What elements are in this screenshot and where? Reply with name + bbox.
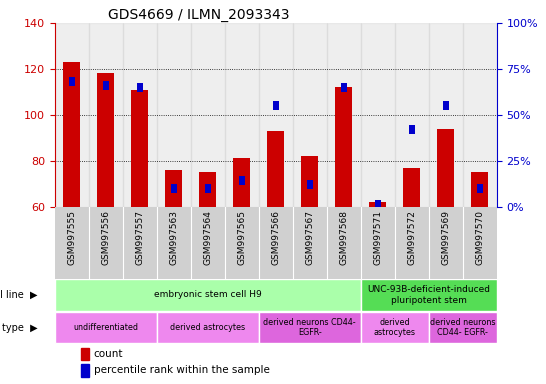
Bar	[157, 312, 259, 343]
Text: cell line  ▶: cell line ▶	[0, 290, 38, 300]
Bar	[301, 156, 318, 207]
Text: GSM997572: GSM997572	[407, 210, 416, 265]
Text: cell type  ▶: cell type ▶	[0, 323, 38, 333]
Bar	[272, 101, 279, 110]
Bar	[136, 83, 143, 92]
Text: percentile rank within the sample: percentile rank within the sample	[93, 366, 269, 376]
Bar	[191, 23, 225, 207]
Text: derived astrocytes: derived astrocytes	[170, 323, 245, 332]
Text: GSM997570: GSM997570	[476, 210, 484, 265]
Text: UNC-93B-deficient-induced
pluripotent stem: UNC-93B-deficient-induced pluripotent st…	[367, 285, 490, 305]
Text: derived neurons CD44-
EGFR-: derived neurons CD44- EGFR-	[263, 318, 356, 338]
Bar	[429, 312, 497, 343]
Bar	[361, 23, 395, 207]
Bar	[395, 23, 429, 207]
Text: count: count	[93, 349, 123, 359]
Bar	[123, 23, 157, 207]
Bar	[103, 81, 109, 90]
Text: GSM997568: GSM997568	[339, 210, 348, 265]
Bar	[259, 312, 361, 343]
Bar	[259, 23, 293, 207]
Bar	[225, 23, 259, 207]
Bar	[403, 167, 420, 207]
Bar	[88, 23, 123, 207]
Text: GSM997555: GSM997555	[67, 210, 76, 265]
Bar	[409, 125, 415, 134]
Text: GSM997565: GSM997565	[237, 210, 246, 265]
Text: GSM997563: GSM997563	[169, 210, 178, 265]
Bar	[97, 73, 114, 207]
Text: GSM997566: GSM997566	[271, 210, 280, 265]
Bar	[239, 176, 245, 185]
Bar	[205, 184, 211, 193]
Bar	[55, 279, 361, 311]
Bar	[443, 101, 449, 110]
Bar	[81, 364, 89, 377]
Text: GSM997564: GSM997564	[203, 210, 212, 265]
Text: GSM997556: GSM997556	[101, 210, 110, 265]
Text: embryonic stem cell H9: embryonic stem cell H9	[154, 290, 262, 300]
Text: GSM997569: GSM997569	[441, 210, 450, 265]
Bar	[477, 184, 483, 193]
Bar	[233, 158, 250, 207]
Bar	[55, 23, 88, 207]
Bar	[81, 348, 89, 360]
Text: GSM997557: GSM997557	[135, 210, 144, 265]
Bar	[55, 312, 157, 343]
Bar	[463, 23, 497, 207]
Bar	[437, 129, 454, 207]
Text: derived
astrocytes: derived astrocytes	[374, 318, 416, 338]
Bar	[471, 172, 488, 207]
Bar	[63, 62, 80, 207]
Bar	[307, 180, 313, 189]
Bar	[267, 131, 284, 207]
Bar	[341, 83, 347, 92]
Bar	[369, 202, 387, 207]
Bar	[361, 312, 429, 343]
Bar	[165, 170, 182, 207]
Bar	[157, 23, 191, 207]
Text: GSM997571: GSM997571	[373, 210, 382, 265]
Bar	[375, 200, 381, 209]
Bar	[170, 184, 177, 193]
Text: GDS4669 / ILMN_2093343: GDS4669 / ILMN_2093343	[108, 8, 289, 22]
Bar	[335, 87, 352, 207]
Bar	[361, 279, 497, 311]
Bar	[327, 23, 361, 207]
Bar	[293, 23, 327, 207]
Bar	[69, 77, 75, 86]
Bar	[199, 172, 216, 207]
Text: undifferentiated: undifferentiated	[73, 323, 138, 332]
Text: derived neurons
CD44- EGFR-: derived neurons CD44- EGFR-	[430, 318, 496, 338]
Bar	[429, 23, 463, 207]
Text: GSM997567: GSM997567	[305, 210, 314, 265]
Bar	[55, 207, 497, 279]
Bar	[131, 89, 148, 207]
